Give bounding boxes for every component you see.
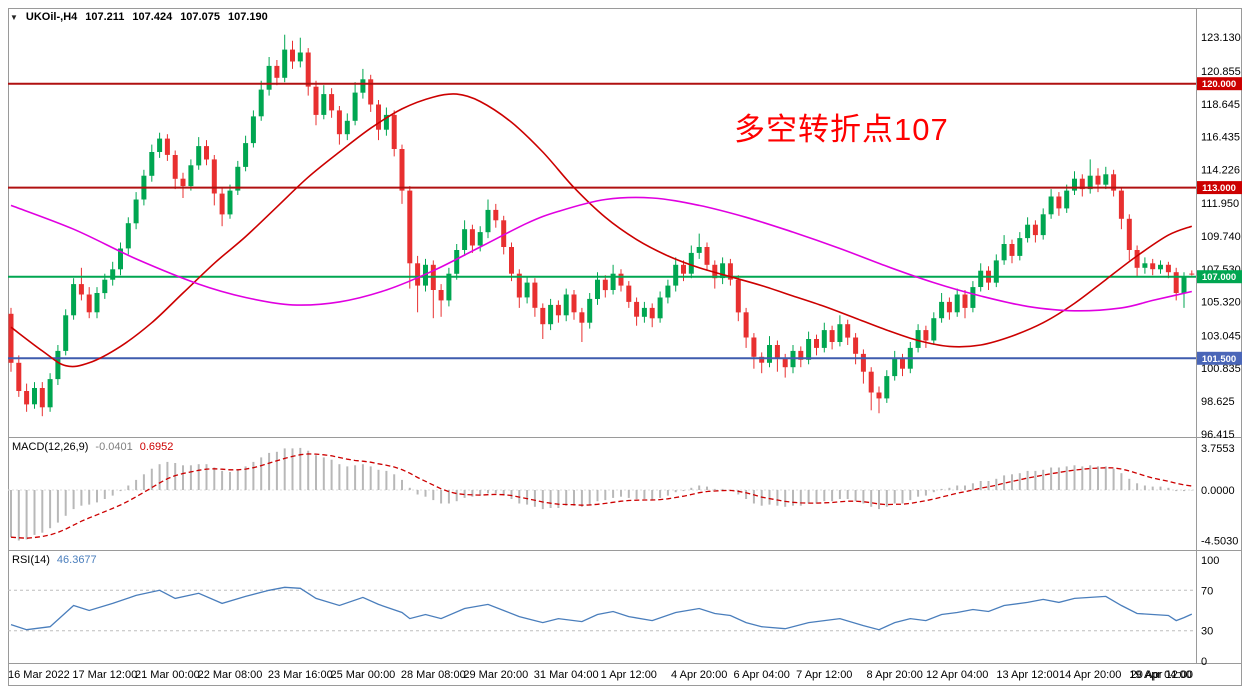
low-value: 107.075: [180, 11, 220, 23]
svg-text:28 Mar 08:00: 28 Mar 08:00: [401, 669, 466, 681]
rsi-line: [10, 586, 1193, 631]
svg-text:98.625: 98.625: [1201, 396, 1235, 408]
svg-text:111.950: 111.950: [1201, 198, 1239, 210]
svg-text:0.0000: 0.0000: [1201, 485, 1235, 497]
svg-text:13 Apr 12:00: 13 Apr 12:00: [996, 669, 1058, 681]
svg-text:22 Mar 08:00: 22 Mar 08:00: [198, 669, 263, 681]
symbol-timeframe: UKOil-,H4: [25, 11, 78, 23]
svg-text:96.415: 96.415: [1201, 429, 1235, 441]
svg-text:14 Apr 20:00: 14 Apr 20:00: [1059, 669, 1121, 681]
rsi-axis-labels[interactable]: 100 70 30 0: [1201, 555, 1219, 668]
rsi-value: 46.3677: [56, 554, 97, 566]
chart-outer-border: [8, 8, 1242, 686]
svg-text:103.045: 103.045: [1201, 330, 1241, 342]
macd-signal-value: 0.6952: [139, 441, 174, 453]
svg-text:109.740: 109.740: [1201, 231, 1241, 243]
svg-text:30: 30: [1201, 626, 1213, 638]
price-level-badge: 113.000: [1197, 181, 1242, 195]
svg-text:-4.5030: -4.5030: [1201, 536, 1238, 548]
svg-text:31 Mar 04:00: 31 Mar 04:00: [534, 669, 599, 681]
svg-text:1 Apr 12:00: 1 Apr 12:00: [601, 669, 657, 681]
rsi-title: RSI(14): [12, 554, 50, 566]
svg-text:12 Apr 04:00: 12 Apr 04:00: [926, 669, 988, 681]
high-value: 107.424: [132, 11, 173, 23]
svg-text:107.000: 107.000: [1202, 272, 1236, 283]
svg-text:3.7553: 3.7553: [1201, 443, 1235, 455]
annotation-text[interactable]: 多空转折点107: [734, 112, 949, 147]
svg-text:29 Mar 20:00: 29 Mar 20:00: [463, 669, 528, 681]
macd-axis-labels[interactable]: 3.7553 0.0000 -4.5030: [1201, 443, 1238, 548]
price-level-badge: 120.000: [1197, 77, 1242, 91]
collapse-arrow-icon[interactable]: ▼: [10, 12, 18, 22]
svg-text:19 Apr 04:00: 19 Apr 04:00: [1129, 669, 1191, 681]
macd-value: -0.0401: [95, 441, 133, 453]
rsi-label: RSI(14) 46.3677: [12, 554, 97, 566]
ma-fast-line: [10, 93, 1193, 368]
svg-text:113.000: 113.000: [1202, 183, 1236, 194]
svg-text:70: 70: [1201, 585, 1213, 597]
svg-text:105.320: 105.320: [1201, 297, 1241, 309]
close-value: 107.190: [227, 11, 268, 23]
svg-text:100.835: 100.835: [1201, 363, 1241, 375]
svg-text:23 Mar 16:00: 23 Mar 16:00: [268, 669, 333, 681]
macd-label: MACD(12,26,9) -0.0401 0.6952: [12, 441, 173, 453]
svg-text:118.645: 118.645: [1201, 99, 1240, 111]
open-value: 107.211: [85, 11, 125, 23]
svg-text:120.855: 120.855: [1201, 66, 1241, 78]
svg-text:100: 100: [1201, 555, 1219, 567]
svg-text:116.435: 116.435: [1201, 132, 1240, 144]
svg-text:17 Mar 12:00: 17 Mar 12:00: [72, 669, 137, 681]
svg-text:7 Apr 12:00: 7 Apr 12:00: [796, 669, 852, 681]
svg-text:123.130: 123.130: [1201, 32, 1241, 44]
price-axis-labels[interactable]: 123.130 120.855 118.645 116.435 114.226 111.9…: [1201, 32, 1241, 441]
price-level-badge: 107.000: [1197, 270, 1242, 284]
svg-text:20 Apr 12:00: 20 Apr 12:00: [1131, 669, 1193, 681]
price-level-badge: 101.500: [1197, 351, 1242, 365]
svg-text:8 Apr 20:00: 8 Apr 20:00: [867, 669, 923, 681]
svg-text:101.500: 101.500: [1202, 354, 1236, 365]
ma-slow-line: [10, 196, 1192, 312]
macd-histogram: [10, 447, 1193, 541]
svg-text:6 Apr 04:00: 6 Apr 04:00: [734, 669, 790, 681]
svg-text:4 Apr 20:00: 4 Apr 20:00: [671, 669, 727, 681]
macd-signal-line: [10, 453, 1192, 539]
svg-text:120.000: 120.000: [1202, 79, 1236, 90]
svg-text:0: 0: [1201, 656, 1207, 668]
svg-text:25 Mar 00:00: 25 Mar 00:00: [330, 669, 395, 681]
svg-text:114.226: 114.226: [1201, 164, 1240, 176]
svg-text:16 Mar 2022: 16 Mar 2022: [8, 669, 70, 681]
symbol-info: ▼ UKOil-,H4 107.211 107.424 107.075 107.…: [10, 11, 268, 23]
macd-title: MACD(12,26,9): [12, 441, 89, 453]
svg-text:21 Mar 00:00: 21 Mar 00:00: [135, 669, 200, 681]
